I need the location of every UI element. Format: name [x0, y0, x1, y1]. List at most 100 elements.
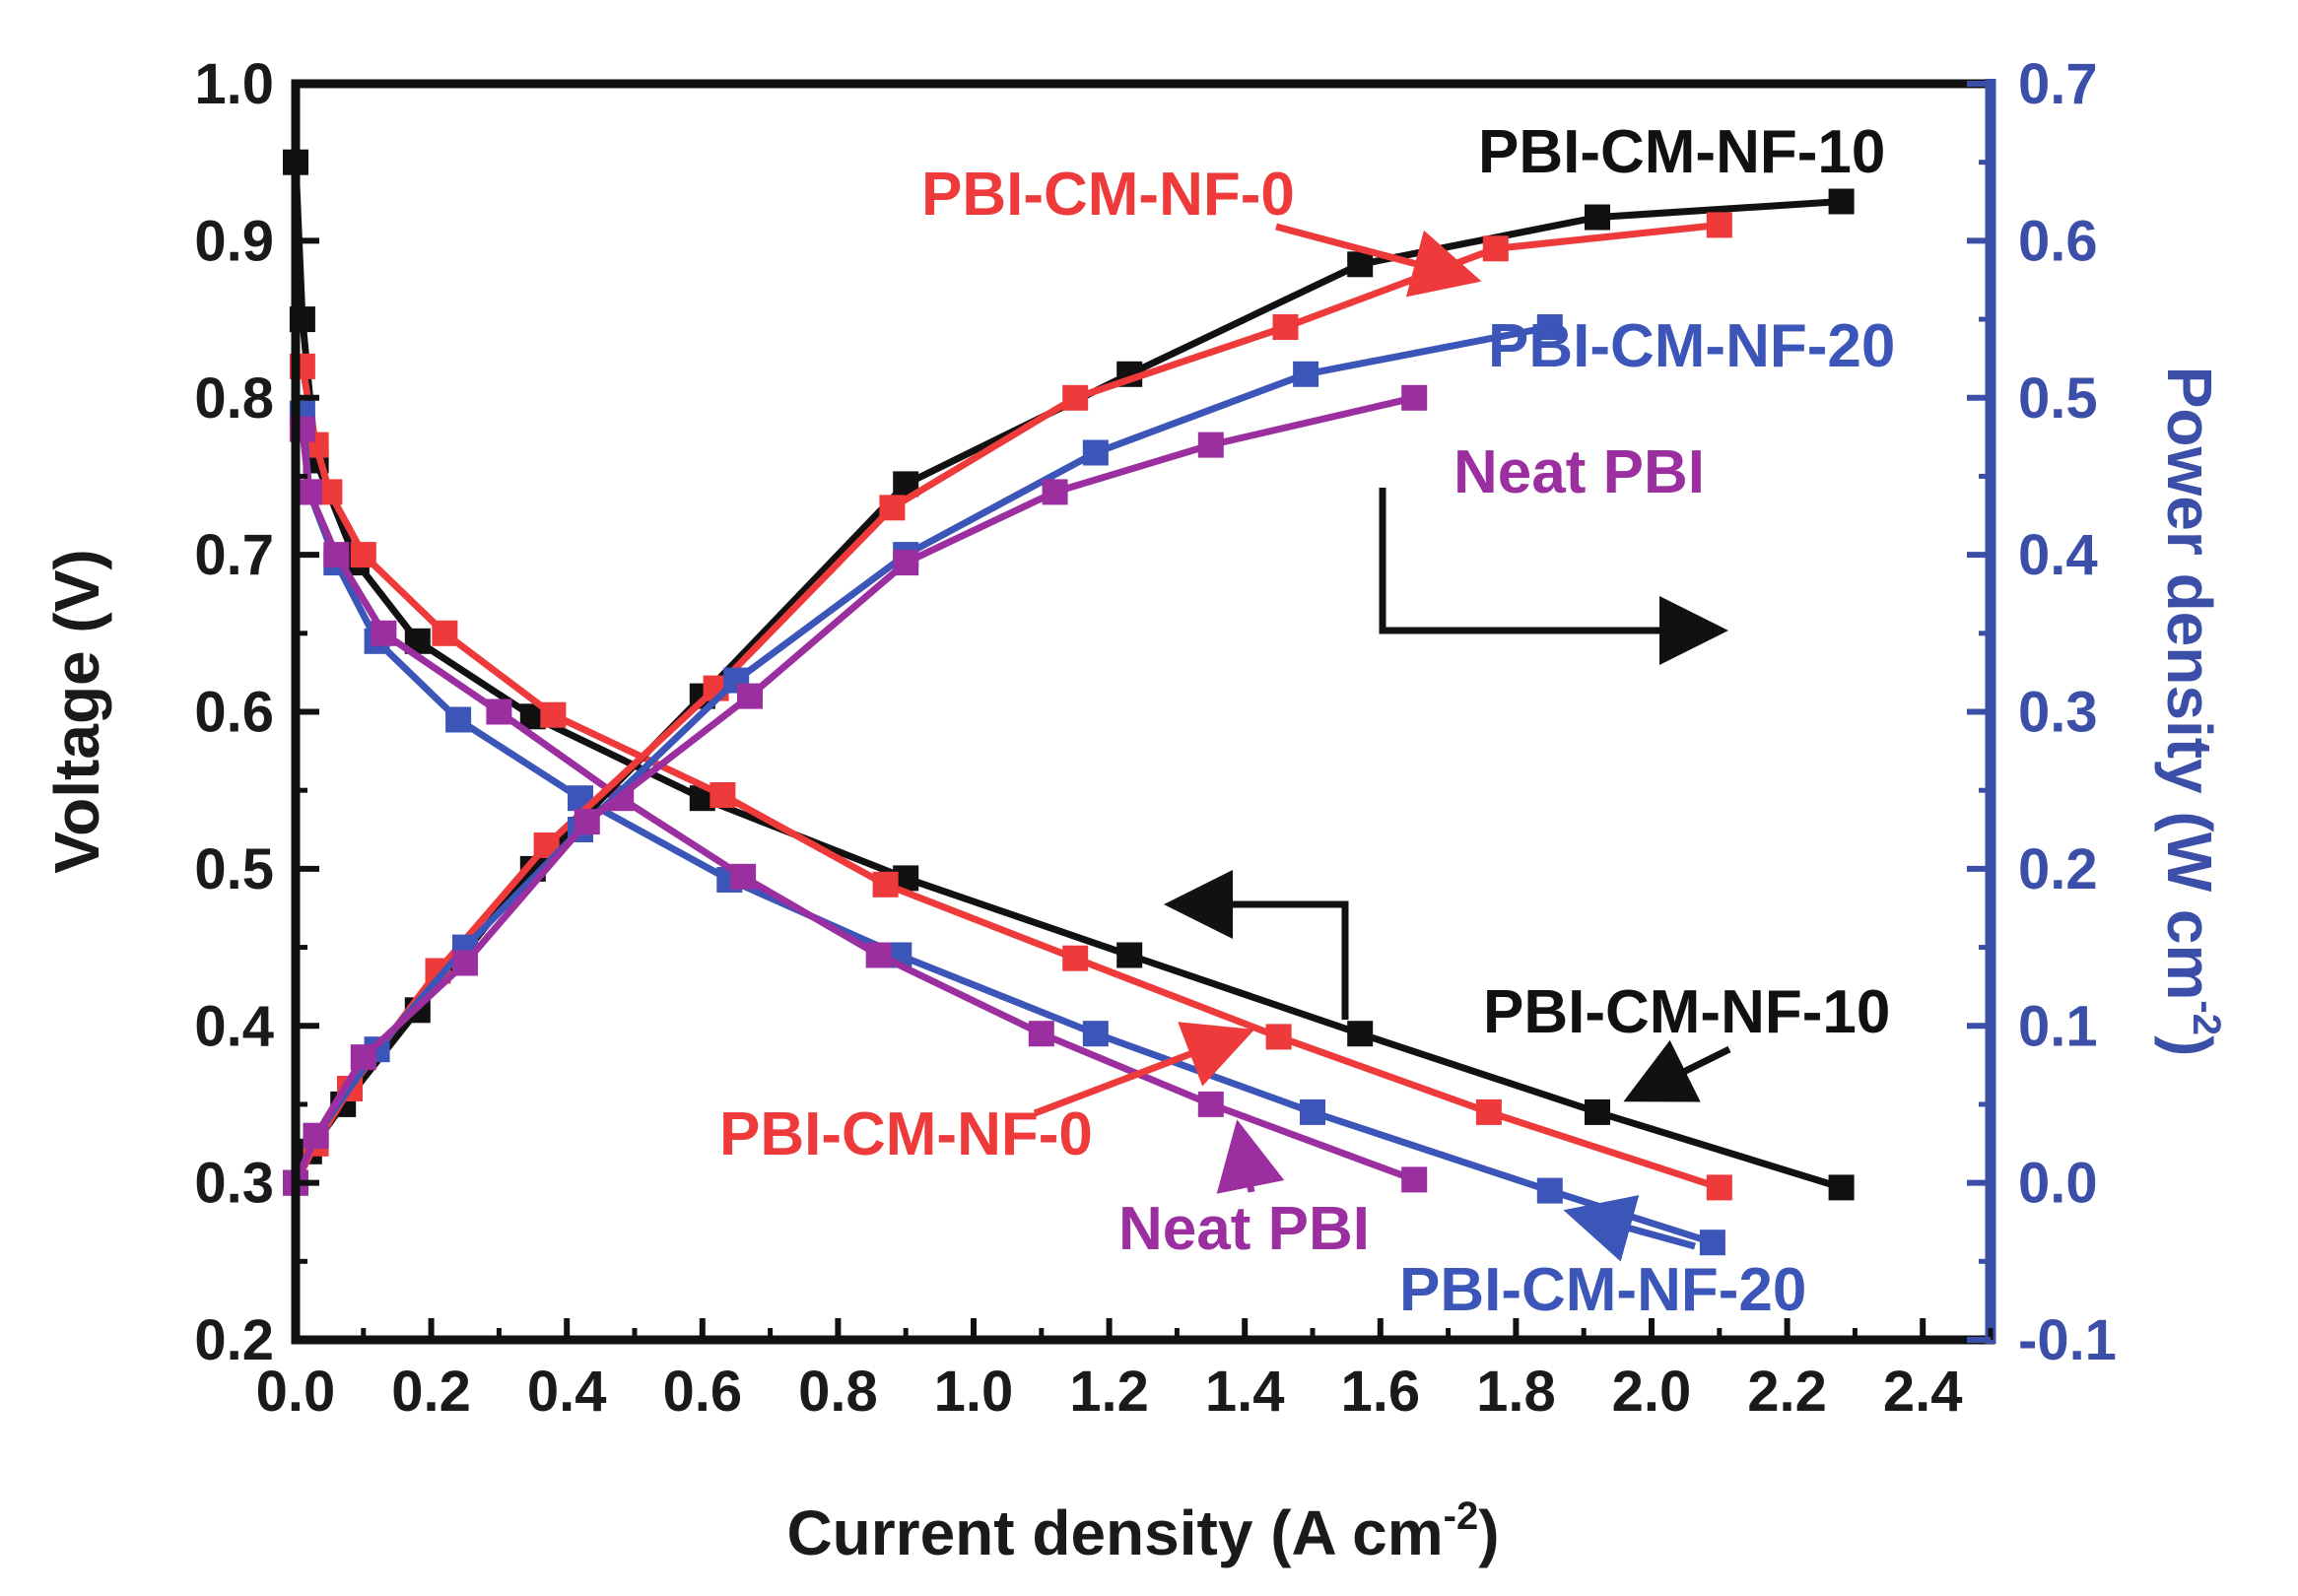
x-tick-label: 2.4 [1883, 1360, 1963, 1424]
data-point [1536, 314, 1563, 340]
data-point [1706, 1174, 1732, 1201]
data-point [1082, 439, 1109, 466]
y2-tick-label: 0.7 [2018, 52, 2098, 116]
power-axis-indicator-arrow [1379, 488, 1728, 665]
y-tick-label: 0.9 [194, 209, 274, 273]
x-tick-label: 1.0 [934, 1360, 1014, 1424]
data-point [303, 1122, 329, 1149]
y2-tick-label: 0.1 [2018, 994, 2098, 1058]
data-point [1482, 235, 1509, 262]
annotation-pbi-cm-nf-20-voltage: PBI-CM-NF-20 [1399, 1256, 1806, 1324]
data-point [730, 863, 757, 890]
data-point [486, 698, 512, 725]
y2-tick-label: -0.1 [2018, 1308, 2117, 1372]
x-tick-label: 1.6 [1340, 1360, 1420, 1424]
data-point [710, 782, 736, 808]
data-point [1401, 1166, 1428, 1193]
annotation-pbi-cm-nf-20-voltage-arrow [1563, 1195, 1696, 1262]
data-point [540, 701, 567, 728]
data-point [1699, 1230, 1725, 1256]
data-point [350, 1044, 376, 1071]
y-tick-label: 0.7 [194, 523, 274, 587]
data-point [1116, 942, 1143, 968]
y-tick-label: 0.8 [194, 366, 274, 431]
y-tick-label: 0.6 [194, 681, 274, 745]
annotation-pbi-cm-nf-0-voltage: PBI-CM-NF-0 [719, 1100, 1093, 1168]
data-point [452, 950, 478, 976]
y-tick-label: 0.5 [194, 837, 274, 901]
series-pbi-cm-nf-20-power [283, 314, 1563, 1196]
x-tick-label: 0.0 [256, 1360, 336, 1424]
x-axis-title: Current density (A cm-2) [786, 1495, 1499, 1568]
x-tick-label: 2.2 [1747, 1360, 1827, 1424]
data-point [1197, 1091, 1224, 1117]
series-layer [283, 149, 1855, 1256]
x-axis-ticks: 0.0 0.2 0.4 0.6 0.8 1.0 1.2 1.4 1.6 1.8 2.0 2.2 2.4 [256, 1318, 1994, 1424]
annotation-pbi-cm-nf-0-power: PBI-CM-NF-0 [921, 161, 1295, 229]
data-point [872, 871, 899, 898]
x-tick-label: 1.4 [1205, 1360, 1285, 1424]
data-point [1062, 384, 1089, 411]
x-tick-label: 0.6 [662, 1360, 742, 1424]
data-point [1585, 1098, 1610, 1125]
series-neat-pbi-power [283, 384, 1428, 1196]
data-point [1062, 945, 1089, 971]
series-line [292, 394, 1415, 1184]
data-point [1828, 188, 1855, 215]
data-point [1197, 432, 1224, 458]
y2-tick-label: 0.6 [2018, 209, 2098, 273]
data-point [371, 620, 397, 646]
y-tick-label: 0.3 [194, 1152, 274, 1216]
x-tick-label: 0.4 [527, 1360, 607, 1424]
data-point [323, 542, 350, 568]
data-point [1347, 1021, 1374, 1047]
data-point [893, 550, 919, 576]
y2-tick-label: 0.2 [2018, 837, 2098, 901]
annotation-pbi-cm-nf-20-power: PBI-CM-NF-20 [1488, 312, 1895, 380]
data-point [432, 620, 458, 646]
data-point [1265, 1024, 1292, 1050]
annotation-pbi-cm-nf-0-voltage-arrow [1033, 1022, 1255, 1117]
data-point [1585, 204, 1610, 231]
annotation-pbi-cm-nf-10-voltage-arrow [1623, 1039, 1731, 1102]
data-point [1042, 479, 1068, 505]
data-point [1347, 251, 1374, 278]
data-point [1475, 1098, 1502, 1125]
y-tick-label: 0.2 [194, 1308, 274, 1372]
data-point [1082, 1021, 1109, 1047]
data-point [1300, 1098, 1325, 1125]
x-tick-label: 0.8 [798, 1360, 878, 1424]
annotation-neat-pbi-power: Neat PBI [1453, 438, 1705, 506]
y2-axis-title: Power density (W cm-2) [2154, 366, 2228, 1057]
data-point [1293, 361, 1319, 387]
annotation-pbi-cm-nf-10-power: PBI-CM-NF-10 [1478, 118, 1885, 186]
y-tick-label: 1.0 [194, 52, 274, 116]
annotation-neat-pbi-voltage: Neat PBI [1118, 1195, 1370, 1263]
y2-axis-ticks: -0.1 0.0 0.1 0.2 0.3 0.4 0.5 0.6 0.7 [1967, 52, 2117, 1372]
x-tick-label: 1.8 [1476, 1360, 1556, 1424]
annotation-neat-pbi-voltage-arrow [1216, 1119, 1285, 1194]
series-line [292, 323, 1551, 1184]
series-neat-pbi-voltage [289, 416, 1428, 1193]
y2-tick-label: 0.5 [2018, 366, 2098, 431]
data-point [737, 683, 763, 709]
voltage-axis-indicator-arrow [1164, 870, 1349, 1020]
data-point [1272, 314, 1299, 340]
y2-tick-label: 0.3 [2018, 681, 2098, 745]
data-point [1706, 212, 1732, 238]
data-point [1028, 1021, 1054, 1047]
y2-tick-label: 0.4 [2018, 523, 2098, 587]
y-axis-ticks: 0.2 0.3 0.4 0.5 0.6 0.7 0.8 0.9 1.0 [194, 52, 319, 1372]
y2-tick-label: 0.0 [2018, 1152, 2098, 1216]
annotation-pbi-cm-nf-0-power-arrow [1275, 223, 1482, 298]
x-tick-label: 2.0 [1612, 1360, 1692, 1424]
data-point [574, 809, 600, 835]
x-tick-label: 1.2 [1069, 1360, 1149, 1424]
data-point [1401, 384, 1428, 411]
data-point [865, 942, 892, 968]
data-point [445, 706, 472, 733]
y-tick-label: 0.4 [194, 994, 274, 1058]
data-point [879, 495, 906, 521]
data-point [350, 542, 376, 568]
